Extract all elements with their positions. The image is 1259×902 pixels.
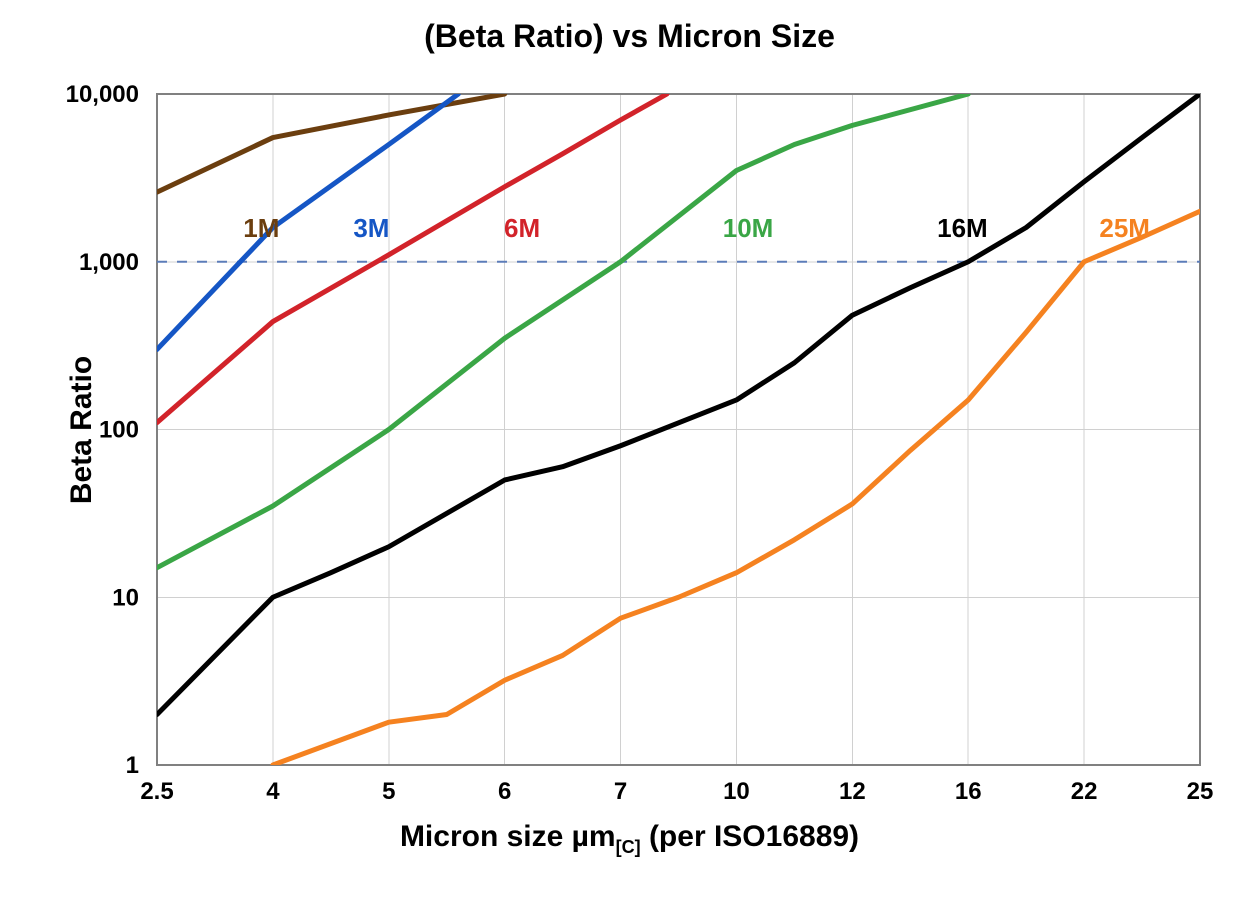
y-tick-label: 1,000 [79, 249, 139, 276]
series-label-1M: 1M [243, 213, 279, 243]
series-label-3M: 3M [353, 213, 389, 243]
x-tick-label: 4 [266, 778, 280, 805]
x-tick-label: 7 [614, 778, 627, 805]
x-tick-label: 16 [955, 778, 982, 805]
series-label-10M: 10M [723, 213, 774, 243]
x-tick-label: 25 [1187, 778, 1214, 805]
series-label-25M: 25M [1099, 213, 1150, 243]
x-tick-label: 2.5 [140, 778, 173, 805]
series-label-6M: 6M [504, 213, 540, 243]
series-label-16M: 16M [937, 213, 988, 243]
y-tick-label: 100 [99, 417, 139, 444]
x-tick-label: 12 [839, 778, 866, 805]
x-tick-label: 10 [723, 778, 750, 805]
y-tick-label: 1 [126, 752, 139, 779]
x-tick-label: 22 [1071, 778, 1098, 805]
y-tick-label: 10,000 [66, 81, 139, 108]
x-tick-label: 6 [498, 778, 511, 805]
y-tick-label: 10 [112, 584, 139, 611]
chart-container: { "chart": { "type": "line", "title": "(… [0, 0, 1259, 902]
chart-svg: 1 10 100 1,000 10,000 2.5 4 5 6 7 10 12 16 22 25 1M 3M 6M… [0, 0, 1259, 902]
x-tick-label: 5 [382, 778, 395, 805]
